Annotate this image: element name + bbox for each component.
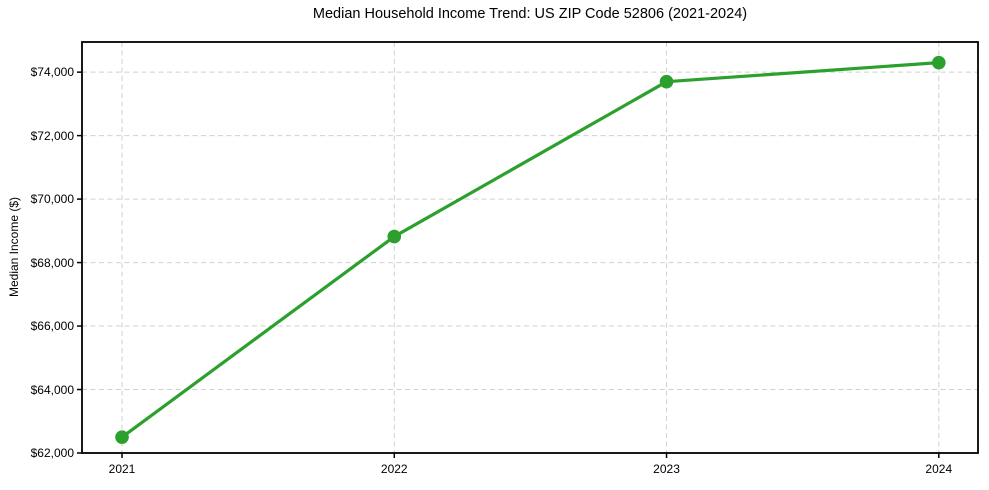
data-point-marker: [659, 74, 674, 89]
y-axis-label: Median Income ($): [7, 196, 21, 298]
x-tick-label: 2021: [108, 462, 136, 476]
y-tick-label: $70,000: [30, 192, 74, 207]
y-tick-label: $66,000: [30, 319, 74, 334]
y-tick-label: $74,000: [30, 65, 74, 80]
y-tick-label: $64,000: [30, 382, 74, 397]
x-tick-label: 2023: [653, 462, 680, 476]
data-point-marker: [115, 430, 129, 444]
data-point-marker: [387, 229, 402, 244]
x-tick-label: 2024: [925, 462, 953, 476]
axes-box: [81, 41, 979, 454]
y-tick-label: $62,000: [30, 446, 74, 460]
x-tick-label: 2022: [380, 462, 408, 476]
trend-line: [120, 61, 941, 439]
y-tick-label: $68,000: [30, 255, 74, 270]
chart-title: Median Household Income Trend: US ZIP Co…: [312, 6, 748, 22]
data-point-marker: [931, 55, 946, 70]
y-tick-label: $72,000: [30, 128, 74, 143]
